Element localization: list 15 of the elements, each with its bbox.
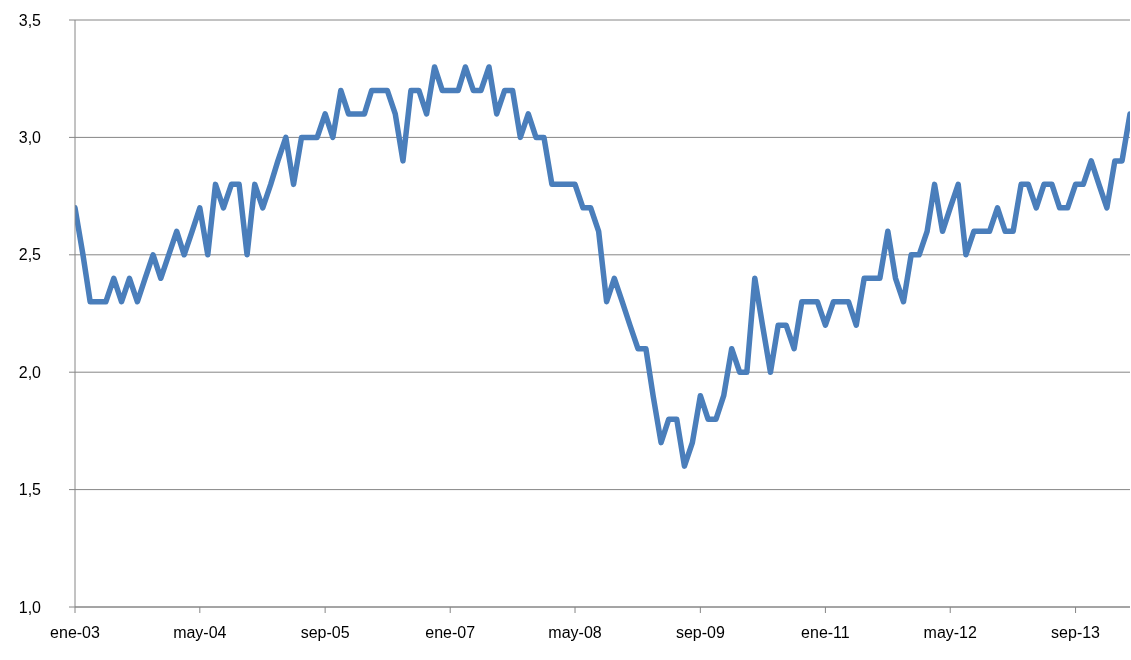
x-tick-label: ene-07	[425, 624, 476, 642]
x-tick-label: sep-05	[300, 624, 350, 642]
x-tick-label: ene-03	[50, 624, 101, 642]
x-tick-label: sep-13	[1051, 624, 1101, 642]
y-tick-label: 1,0	[18, 598, 42, 616]
x-tick-label: may-08	[548, 624, 602, 642]
y-tick-label: 2,5	[18, 246, 42, 264]
y-tick-label: 3,0	[18, 129, 42, 147]
x-tick-label: ene-11	[801, 624, 850, 642]
y-tick-label: 3,5	[18, 11, 42, 29]
y-tick-label: 1,5	[18, 481, 42, 499]
x-tick-label: may-12	[923, 624, 977, 642]
x-tick-label: sep-09	[675, 624, 725, 642]
y-tick-label: 2,0	[18, 363, 42, 381]
x-tick-label: may-04	[173, 624, 227, 642]
